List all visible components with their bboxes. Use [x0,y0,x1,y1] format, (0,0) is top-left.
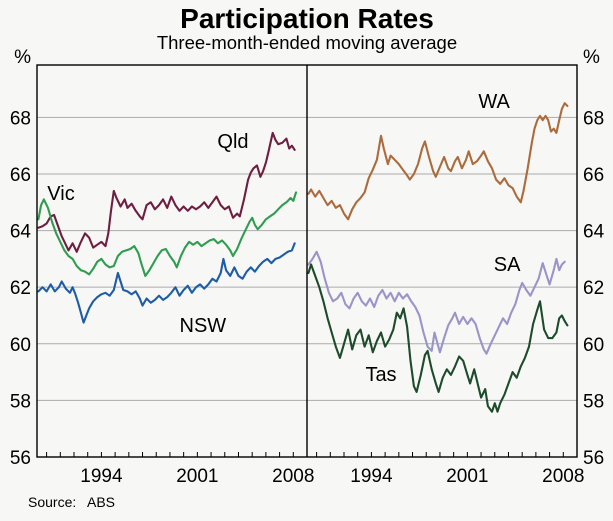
series-line-vic [37,191,298,277]
y-axis-unit-right: % [583,47,600,68]
series-label-nsw: NSW [180,315,227,337]
x-tick-label-left-2008: 2008 [272,466,314,487]
y-axis-unit-left: % [14,47,31,68]
y-tick-label-right-60: 60 [583,335,604,356]
y-tick-label-right-68: 68 [583,108,604,129]
series-line-nsw [37,242,296,324]
y-tick-label-left-60: 60 [10,335,31,356]
series-label-tas: Tas [365,364,396,386]
y-tick-label-right-62: 62 [583,278,604,299]
y-tick-label-left-58: 58 [10,391,31,412]
source-note: Source: ABS [28,494,115,510]
series-line-wa [307,102,569,221]
chart-title: Participation Rates [180,3,434,34]
y-tick-label-right-58: 58 [583,391,604,412]
series-line-qld [37,131,296,253]
source-value: ABS [87,494,115,510]
x-tick-label-right-1994: 1994 [350,466,393,487]
plot-area: 68 68 66 66 64 64 62 62 60 60 58 58 56 56% % 1994 2001 20… [10,47,605,487]
y-tick-label-right-64: 64 [583,222,605,243]
y-tick-label-right-66: 66 [583,165,604,186]
source-label: Source: [28,494,76,510]
chart-subtitle: Three-month-ended moving average [157,32,457,53]
series-label-wa: WA [478,91,510,113]
x-tick-label-right-2001: 2001 [446,466,488,487]
x-tick-label-left-2001: 2001 [176,466,218,487]
y-tick-label-left-56: 56 [10,448,31,469]
series-line-tas [307,263,569,413]
x-tick-label-left-1994: 1994 [80,466,123,487]
y-tick-label-left-68: 68 [10,108,31,129]
y-tick-label-left-64: 64 [10,222,32,243]
series-label-qld: Qld [217,131,248,153]
y-tick-label-right-56: 56 [583,448,604,469]
y-tick-label-left-66: 66 [10,165,31,186]
x-tick-label-right-2008: 2008 [542,466,584,487]
series-label-sa: SA [494,254,521,276]
y-tick-label-left-62: 62 [10,278,31,299]
series-line-sa [307,250,566,355]
series-label-vic: Vic [47,183,74,205]
